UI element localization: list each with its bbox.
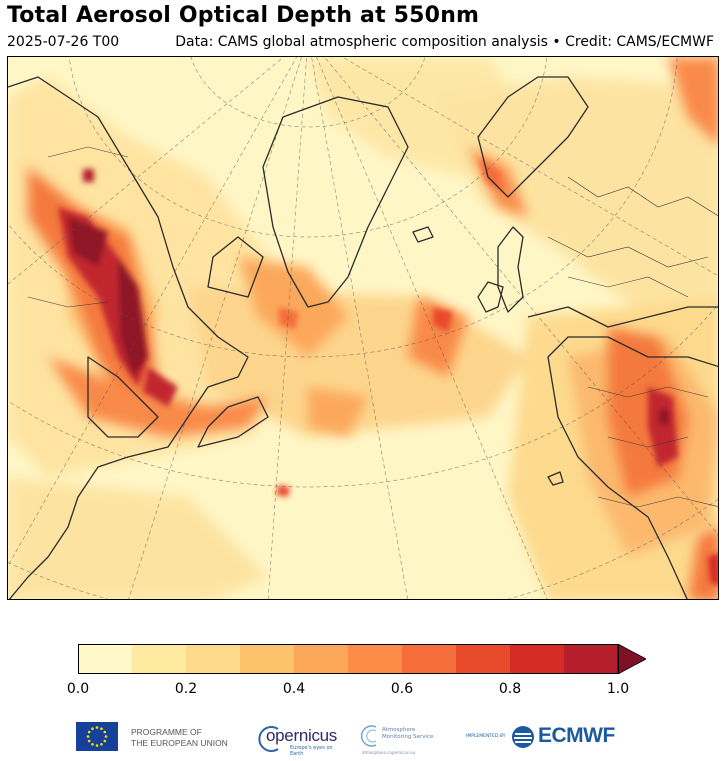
colorbar-segment (240, 644, 295, 674)
aerosol-field (8, 57, 718, 599)
colorbar-segments (78, 644, 619, 674)
colorbar-tick-label: 0.2 (174, 681, 198, 697)
eu-star-icon (91, 742, 94, 746)
nova-scotia (197, 396, 269, 448)
colorbar-segment (510, 644, 565, 674)
colorbar-segment (348, 644, 403, 674)
colorbar-segment (78, 644, 133, 674)
great-britain (497, 226, 524, 313)
eu-flag-icon (76, 722, 118, 751)
colorbar-segment (402, 644, 457, 674)
aerosol-map (7, 56, 719, 600)
eu-programme-line1: PROGRAMME OF (131, 727, 202, 737)
ecmwf-wordmark: ECMWF (538, 724, 615, 747)
colorbar-tick-label: 0.0 (66, 681, 90, 697)
eu-star-icon (91, 727, 94, 731)
coastlines (8, 76, 718, 599)
colorbar-segment (294, 644, 349, 674)
eu-programme-text: PROGRAMME OF THE EUROPEAN UNION (131, 727, 228, 749)
ireland (477, 281, 504, 313)
eu-star-icon (87, 739, 91, 743)
greenland-coast (262, 96, 409, 308)
eu-star-icon (95, 744, 99, 747)
north-america-coast (8, 76, 249, 599)
eu-star-icon (95, 726, 99, 729)
cams-arc-icon (360, 725, 377, 747)
cams-url: atmosphere.copernicus.eu (362, 750, 416, 755)
implemented-by-text: IMPLEMENTED BY (466, 734, 506, 739)
colorbar-tick-label: 0.6 (390, 681, 414, 697)
partner-logos: PROGRAMME OF THE EUROPEAN UNION opernicu… (0, 715, 726, 761)
analysis-date: 2025-07-26 T00 (7, 34, 120, 50)
aerosol-map-canvas (8, 57, 718, 599)
eu-star-icon (103, 739, 107, 743)
colorbar-outline (78, 644, 619, 674)
great-lakes (87, 356, 159, 438)
colorbar-tick-label: 0.8 (498, 681, 522, 697)
colorbar (78, 644, 646, 674)
cams-name-line2: Monitoring Service (382, 734, 434, 740)
eu-programme-line2: THE EUROPEAN UNION (131, 738, 228, 748)
eu-star-icon (86, 735, 90, 738)
cams-logo: Atmosphere Monitoring Service atmosphere… (360, 721, 450, 755)
country-borders (27, 146, 718, 508)
colorbar-segment (132, 644, 187, 674)
copernicus-tagline: Europe's eyes on Earth (290, 745, 333, 757)
cams-name-line1: Atmosphere (382, 727, 416, 733)
copernicus-logo: opernicus Europe's eyes on Earth (256, 721, 338, 757)
colorbar-extend-arrow (617, 644, 646, 674)
map-title: Total Aerosol Optical Depth at 550nm (7, 3, 480, 28)
data-credit: Data: CAMS global atmospheric compositio… (175, 34, 714, 50)
colorbar-segment (456, 644, 511, 674)
graticule (8, 57, 718, 599)
europe-south-coast (527, 306, 718, 328)
baffin-island (207, 236, 264, 298)
eu-star-icon (104, 735, 108, 738)
africa-coast (547, 336, 718, 599)
eu-star-icon (100, 742, 103, 746)
copernicus-wordmark: opernicus (266, 726, 338, 745)
colorbar-tick-label: 0.4 (282, 681, 306, 697)
colorbar-segment (186, 644, 241, 674)
scandinavia (477, 76, 589, 198)
canary-islands (547, 471, 564, 486)
eu-star-icon (100, 727, 103, 731)
cams-name: Atmosphere Monitoring Service (382, 727, 434, 741)
colorbar-segment (564, 644, 619, 674)
eu-star-icon (103, 730, 107, 734)
ecmwf-logo: ECMWF (510, 723, 630, 753)
colorbar-tick-label: 1.0 (606, 681, 630, 697)
ecmwf-swirl-icon (512, 726, 534, 748)
copernicus-c-icon (258, 726, 279, 752)
iceland (412, 226, 434, 243)
eu-star-icon (87, 730, 91, 734)
